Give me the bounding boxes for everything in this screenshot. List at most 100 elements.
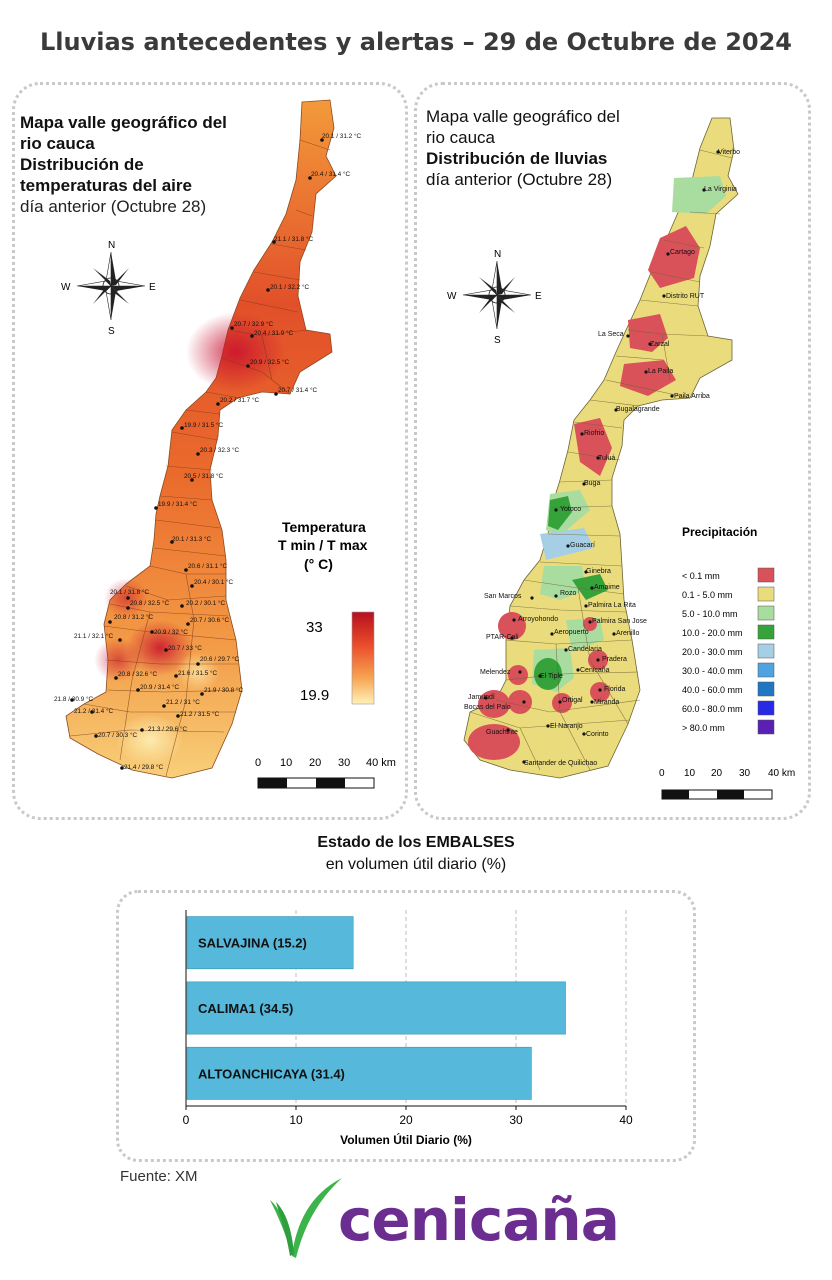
place-label: Pradera [602,656,627,663]
temp-station-label: 20.5 / 31.8 °C [184,472,224,480]
source-note: Fuente: XM [120,1168,198,1185]
place-label: Melendez [480,669,511,676]
place-label: Miranda [594,699,619,706]
temp-title-line4: temperaturas del aire [20,176,192,195]
place-label: Buga [584,480,600,487]
temp-station-label: 19.9 / 31.5 °C [184,421,224,429]
compass-south: S [108,326,115,337]
temp-hotspot [104,578,148,618]
place-label: Jamundí [468,694,495,701]
rain-place-dots [484,150,720,764]
scale-label: 10 [280,757,292,769]
place-label: Palmira La Rita [588,602,636,609]
scale-label: 40 km [768,768,795,779]
temp-station-label: 21.9 / 30.8 °C [204,686,244,694]
temp-station-label: 20.4 / 30.1 °C [194,578,234,586]
cenicana-leaf-icon [270,1178,342,1258]
place-label: Palmira San Jose [592,618,647,625]
place-label: El Naranjo [550,723,583,730]
scale-label: 40 km [366,757,396,769]
temp-title-line5: día anterior (Octubre 28) [20,197,207,216]
temp-station-label: 21.1 / 31.8 °C [274,235,314,243]
temp-station-label: 19.9 / 31.4 °C [158,500,198,508]
compass-south: S [494,335,501,346]
precip-legend-label: > 80.0 mm [682,723,725,733]
precip-legend-swatch [757,719,775,735]
legend-title: Temperatura [282,519,366,535]
rain-zone-10-20mm [534,658,562,690]
place-label: Arroyohondo [518,616,558,623]
place-label: Bugalagrande [616,406,660,413]
legend-min-value: 19.9 [300,687,329,704]
legend-color-ramp [351,611,375,705]
place-label: Paila Arriba [674,393,710,400]
temp-station-label: 20.3 / 32.3 °C [200,446,240,454]
precip-legend-swatch [757,700,775,716]
temp-station-label: 21.3 / 29.6 °C [148,725,188,733]
temp-cell-lines [69,139,331,777]
rain-zone-5-10mm [672,176,726,214]
temp-hotspot [126,620,194,676]
precip-legend-swatch [757,662,775,678]
rain-zone-20-30mm [540,528,594,560]
temp-title-line3: Distribución de [20,155,144,174]
precip-legend-swatch [757,605,775,621]
place-label: San Marcos [484,593,522,600]
rainfall-map-panel [414,82,811,820]
place-label: Viterbo [718,149,740,156]
rainfall-map: Viterbo La Virginia Cartago Distrito RUT… [447,117,795,800]
temp-station-labels: 20.1 / 31.2 °C 20.4 / 31.4 °C 21.1 / 31.… [54,132,362,771]
temp-station-label: 20.7 / 32.9 °C [234,320,274,328]
temp-station-label: 20.9 / 31.4 °C [140,683,180,691]
place-label: El Tiple [540,673,563,680]
scale-label: 0 [659,768,665,779]
place-label: PTAR-Cali [486,634,519,641]
temp-station-label: 20.6 / 29.7 °C [200,655,240,663]
precip-legend-swatch [757,643,775,659]
chart-bar-label: SALVAJINA (15.2) [198,936,307,951]
temp-station-label: 21.2 / 31 °C [166,698,200,706]
rain-cell-lines [469,149,733,771]
chart-tick-label: 30 [509,1113,523,1127]
temp-station-label: 20.8 / 31.2 °C [114,613,154,621]
page-title: Lluvias antecedentes y alertas – 29 de O… [40,28,792,56]
place-label: Guacarí [570,542,595,549]
rain-scale-bar: 0 10 20 30 40 km [659,768,795,800]
scale-label: 20 [309,757,321,769]
temp-coolspot [116,714,184,766]
temp-title-line2: rio cauca [20,134,95,153]
temp-station-label: 20.4 / 31.9 °C [254,329,294,337]
precip-legend-swatch [757,567,775,583]
precip-legend-label: 30.0 - 40.0 mm [682,666,743,676]
precip-legend-label: 20.0 - 30.0 mm [682,647,743,657]
temp-station-label: 21.8 / 30.9 °C [54,695,94,703]
scale-label: 10 [684,768,696,779]
rain-place-labels: Viterbo La Virginia Cartago Distrito RUT… [464,149,740,767]
place-label: Corinto [586,731,609,738]
precip-legend-label: 60.0 - 80.0 mm [682,704,743,714]
cenicana-logo-text: cenicaña [338,1186,620,1254]
scale-label: 30 [739,768,751,779]
compass-rose-icon: N S E W [447,249,542,346]
temperature-map-panel [12,82,408,820]
temp-station-label: 20.2 / 31.7 °C [220,396,260,404]
temp-station-label: 20.8 / 32.6 °C [118,670,158,678]
temp-station-label: 21.2 / 31.5 °C [180,710,220,718]
place-label: Ginebra [586,568,611,575]
place-label: La Virginia [704,186,737,193]
chart-tick-label: 10 [289,1113,303,1127]
legend-max-value: 33 [306,619,323,636]
precipitation-legend: Precipitación < 0.1 mm 0.1 - 5.0 mm 5.0 - … [682,525,775,735]
temp-station-label: 20.8 / 32.5 °C [130,599,170,607]
temp-station-label: 20.9 / 32.5 °C [250,358,290,366]
temp-station-label: 20.1 / 31.3 °C [172,535,212,543]
chart-bar-label: CALIMA1 (34.5) [198,1001,293,1016]
temp-station-label: 20.7 / 33 °C [168,644,202,652]
compass-west: W [61,282,71,293]
temp-station-dots [70,138,324,770]
precip-legend-swatch [757,624,775,640]
rain-title-line3: Distribución de lluvias [426,149,608,168]
place-label: La Seca [598,331,624,338]
temperature-legend: Temperatura T min / T max (° C) 33 19.9 [278,519,375,705]
chart-x-label: Volumen Útil Diario (%) [340,1132,472,1147]
